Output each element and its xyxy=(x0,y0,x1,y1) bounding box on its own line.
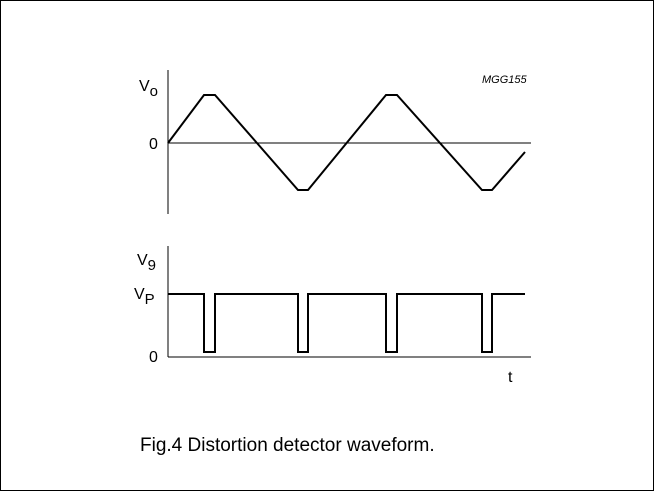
bottom-zero-label: 0 xyxy=(149,349,158,366)
clipped-triangle-wave xyxy=(167,94,526,191)
figure-caption: Fig.4 Distortion detector waveform. xyxy=(140,435,435,456)
figure-code: MGG155 xyxy=(482,74,528,86)
bottom-y-label: V9 xyxy=(137,252,156,274)
top-plot: MGG155 Vo 0 xyxy=(139,70,531,214)
top-y-label: Vo xyxy=(139,78,158,100)
vp-level-label: VP xyxy=(134,286,155,308)
bottom-plot: V9 VP 0 t xyxy=(134,246,531,386)
top-zero-label: 0 xyxy=(149,136,158,153)
time-axis-label: t xyxy=(508,369,513,386)
pulse-train-wave xyxy=(168,293,525,353)
